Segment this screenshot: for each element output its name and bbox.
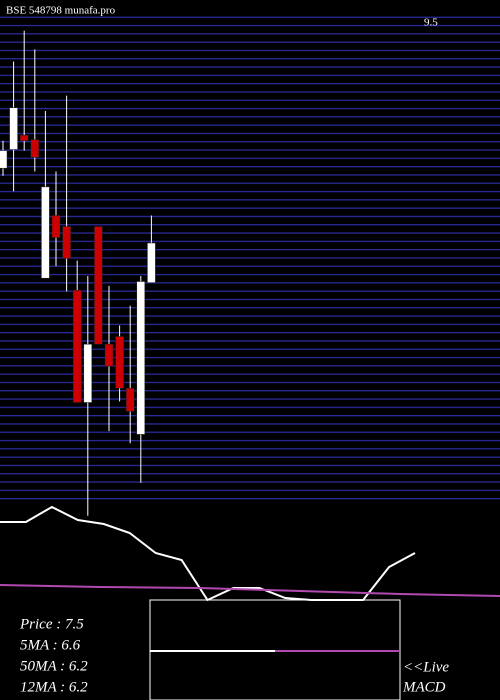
candle-body [94, 226, 103, 345]
macd-line [0, 584, 500, 597]
candle-body [104, 343, 114, 367]
candle-body [83, 343, 93, 403]
candle-body [41, 186, 50, 279]
indicator-label: MACD [402, 679, 446, 695]
candle-body [62, 226, 71, 259]
candle-body [19, 134, 29, 141]
info-text: 12MA : 6.2 [20, 679, 88, 695]
candle-body [115, 336, 124, 389]
candle-body [0, 150, 8, 169]
candle-body [9, 107, 18, 150]
macd-line [0, 505, 416, 602]
info-group: Price : 7.5 5MA : 6.6 50MA : 6.2 12MA : 6.2 [19, 616, 88, 695]
candle-body [72, 290, 82, 403]
info-text: 50MA : 6.2 [20, 658, 88, 674]
candle-body [136, 281, 146, 435]
candle-body [147, 242, 156, 283]
chart-title: BSE 548798 munafa.pro [6, 5, 116, 17]
info-text: 5MA : 6.6 [20, 637, 81, 653]
grid-band [0, 14, 500, 506]
y-tick-label: 9.5 [424, 17, 438, 29]
candle-body [30, 139, 40, 158]
live-label: <<Live [403, 659, 449, 675]
candle-body [125, 387, 135, 412]
info-text: Price : 7.5 [19, 616, 84, 632]
candle-body [51, 215, 61, 238]
